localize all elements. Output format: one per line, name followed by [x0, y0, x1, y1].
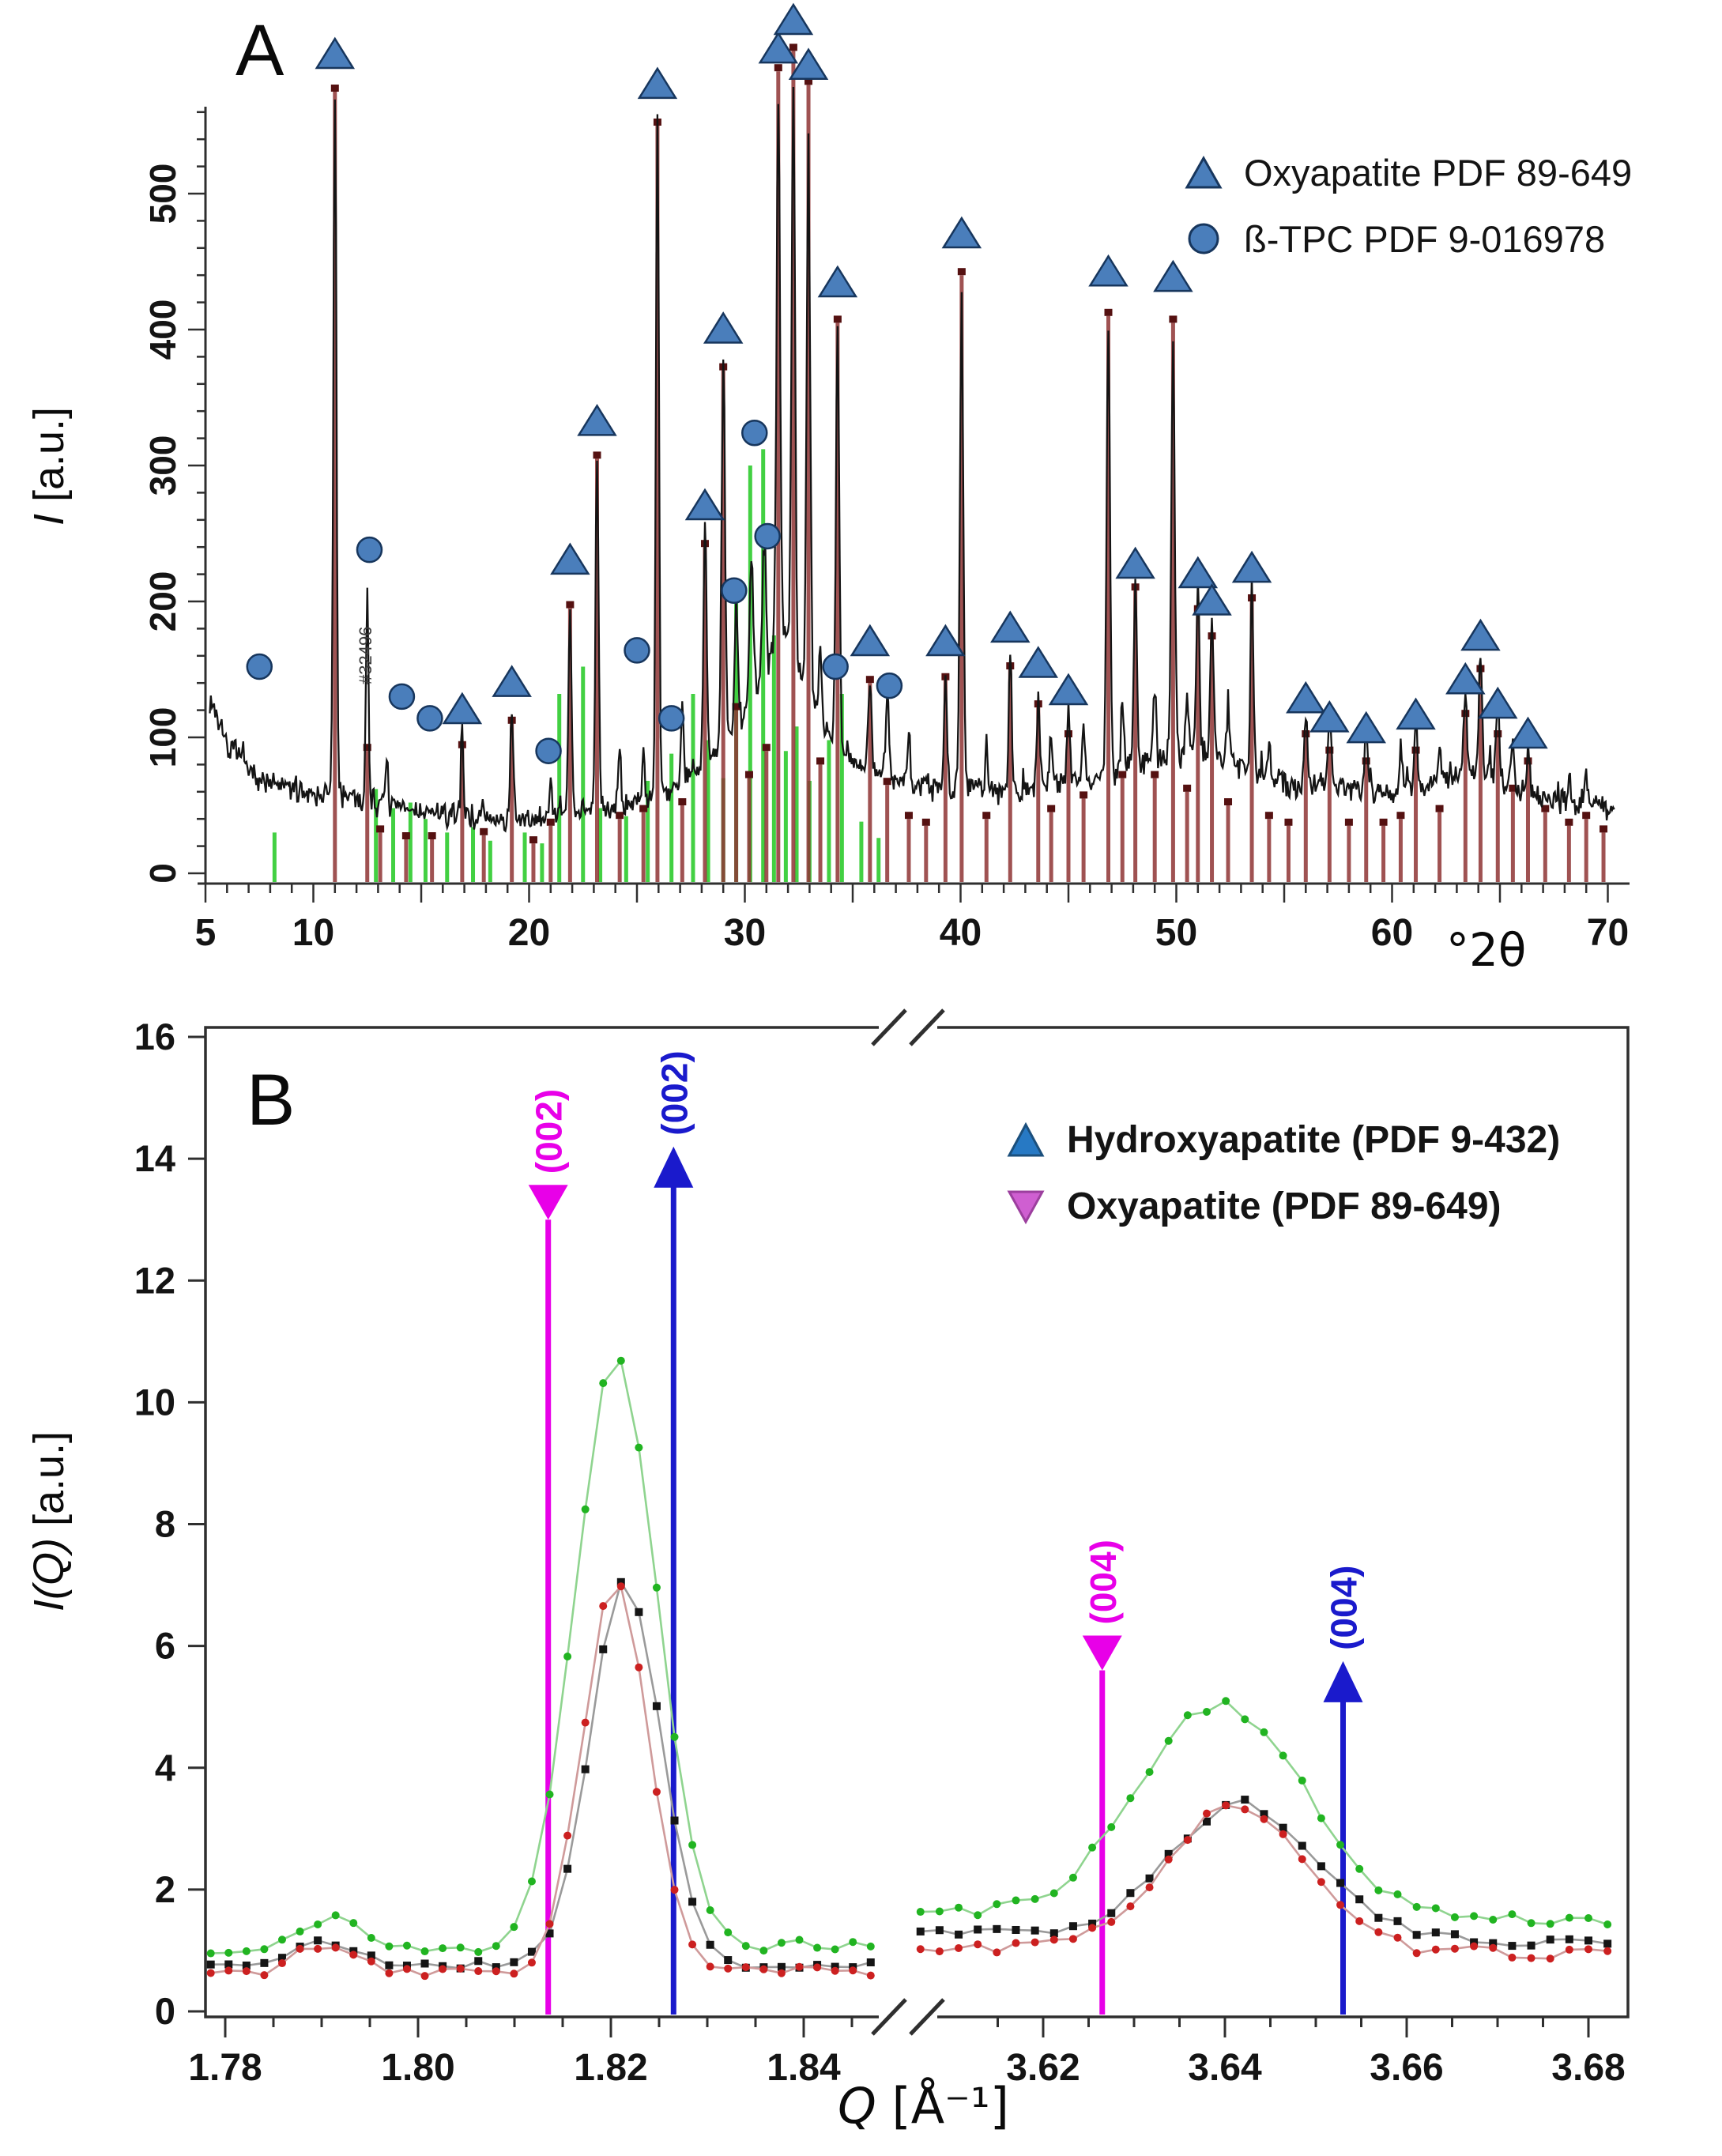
svg-text:(002): (002) — [654, 1050, 695, 1135]
oxyapatite-triangle-icon — [1185, 155, 1223, 189]
legend-label-btpc: ß-TPC PDF 9-016978 — [1244, 217, 1606, 260]
svg-text:200: 200 — [142, 571, 183, 632]
panel-b-xlabel-symbol: Q — [838, 2077, 876, 2135]
panel-a-letter: A — [236, 10, 284, 91]
svg-text:3.64: 3.64 — [1188, 2047, 1262, 2089]
svg-text:14: 14 — [134, 1137, 175, 1179]
panel-a-axes: 0 100 200 300 400 500 5 10 20 30 40 50 60 70 — [142, 107, 1630, 954]
peak-annotation: #32496 — [356, 627, 375, 684]
svg-text:3.68: 3.68 — [1551, 2047, 1625, 2089]
svg-text:0: 0 — [155, 1990, 175, 2032]
panel-b-letter: B — [247, 1060, 296, 1140]
svg-text:2: 2 — [155, 1868, 175, 1910]
oxyapatite-triangle-down-icon — [1007, 1190, 1045, 1225]
svg-text:1.82: 1.82 — [574, 2047, 647, 2089]
hydroxyapatite-triangle-up-icon — [1007, 1121, 1045, 1157]
oxyapatite-peak-markers — [315, 2, 1548, 749]
panel-a-legend: Oxyapatite PDF 89-649 ß-TPC PDF 9-016978 — [1184, 139, 1632, 272]
legend-label-hydroxyapatite: Hydroxyapatite (PDF 9-432) — [1067, 1118, 1561, 1161]
legend-item-oxyapatite: Oxyapatite PDF 89-649 — [1184, 139, 1632, 205]
panel-a-y-axis-label: I [a.u.] — [24, 407, 73, 526]
svg-text:1.78: 1.78 — [188, 2047, 262, 2089]
svg-text:(004): (004) — [1083, 1540, 1124, 1624]
svg-text:300: 300 — [142, 435, 183, 496]
red-series — [206, 1582, 1612, 1981]
legend-item-oxyapatite-b: Oxyapatite (PDF 89-649) — [1005, 1173, 1560, 1239]
svg-text:8: 8 — [155, 1503, 175, 1545]
svg-text:5: 5 — [195, 912, 217, 954]
svg-text:100: 100 — [142, 707, 183, 768]
svg-text:70: 70 — [1587, 912, 1629, 954]
svg-text:1.84: 1.84 — [767, 2047, 841, 2089]
reference-lines: (002) (002) (004) (004) — [528, 1050, 1365, 2015]
svg-text:12: 12 — [134, 1259, 175, 1301]
svg-text:30: 30 — [724, 912, 766, 954]
legend-item-hydroxyapatite: Hydroxyapatite (PDF 9-432) — [1005, 1106, 1560, 1173]
svg-text:0: 0 — [142, 863, 183, 884]
svg-text:6: 6 — [155, 1625, 175, 1667]
legend-label-oxyapatite: Oxyapatite PDF 89-649 — [1244, 151, 1633, 194]
panel-b-y-axis-label: I(Q) [a.u.] — [24, 1431, 73, 1611]
panel-b-ylabel-unit: [a.u.] — [25, 1430, 73, 1527]
svg-text:400: 400 — [142, 300, 183, 360]
experimental-xrd-trace — [209, 86, 1615, 833]
svg-text:1.80: 1.80 — [381, 2047, 454, 2089]
panel-a-ylabel-unit: [a.u.] — [25, 406, 73, 503]
green-series — [206, 1356, 1612, 1958]
panel-b-x-axis-label: Q [Å⁻¹] — [838, 2077, 1009, 2135]
panel-b-ylabel-symbol: I(Q) — [25, 1538, 73, 1612]
svg-text:(002): (002) — [529, 1089, 570, 1174]
svg-text:50: 50 — [1155, 912, 1197, 954]
oxyapatite-reference-sticks — [330, 43, 1608, 882]
svg-text:#32496: #32496 — [356, 627, 375, 684]
legend-item-btpc: ß-TPC PDF 9-016978 — [1184, 205, 1632, 272]
legend-label-oxyapatite-b: Oxyapatite (PDF 89-649) — [1067, 1185, 1502, 1227]
svg-text:16: 16 — [134, 1016, 175, 1057]
panel-b-xlabel-unit: [Å⁻¹] — [891, 2077, 1009, 2135]
svg-text:3.62: 3.62 — [1006, 2047, 1080, 2089]
svg-text:3.66: 3.66 — [1370, 2047, 1443, 2089]
panel-a-x-axis-label: °2θ — [1446, 923, 1527, 977]
btpc-circle-icon — [1188, 223, 1219, 254]
svg-text:40: 40 — [940, 912, 982, 954]
svg-text:10: 10 — [292, 912, 334, 954]
svg-text:60: 60 — [1371, 912, 1413, 954]
svg-text:(004): (004) — [1324, 1566, 1365, 1650]
svg-text:20: 20 — [508, 912, 550, 954]
svg-text:4: 4 — [155, 1747, 175, 1788]
panel-b-legend: Hydroxyapatite (PDF 9-432) Oxyapatite (P… — [1005, 1106, 1560, 1239]
svg-text:500: 500 — [142, 164, 183, 224]
btpc-peak-markers — [246, 419, 903, 764]
black-series — [206, 1577, 1612, 1973]
panel-b-frame: 0 2 4 6 8 10 12 14 16 1.78 1.80 1.82 1.84 3.62 3.64 3.6… — [134, 1008, 1630, 2089]
svg-text:10: 10 — [134, 1381, 175, 1423]
panel-a-ylabel-symbol: I — [25, 514, 73, 526]
